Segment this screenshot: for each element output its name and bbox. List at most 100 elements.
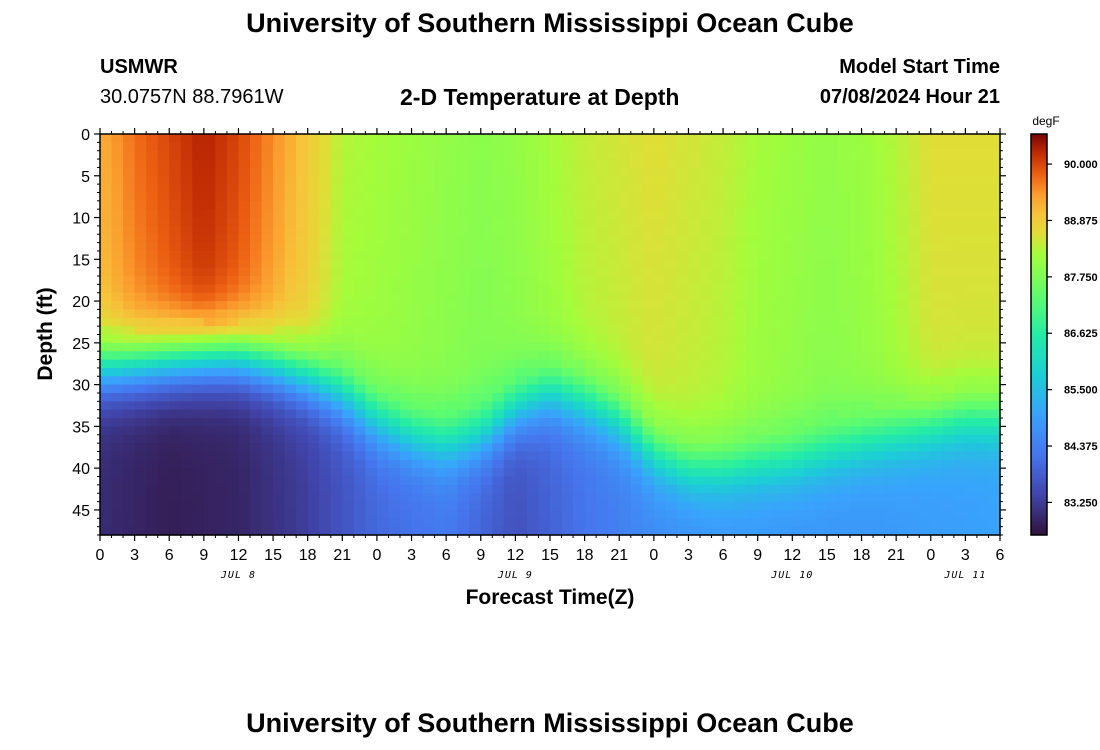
heatmap-cell	[365, 484, 378, 494]
heatmap-cell	[434, 292, 447, 302]
heatmap-cell	[988, 267, 1001, 277]
heatmap-cell	[630, 134, 643, 143]
heatmap-cell	[526, 518, 540, 528]
heatmap-cell	[965, 200, 978, 210]
heatmap-cell	[434, 451, 447, 461]
heatmap-cell	[111, 434, 124, 444]
heatmap-cell	[157, 242, 170, 252]
heatmap-cell	[134, 200, 147, 210]
heatmap-cell	[619, 175, 632, 185]
heatmap-cell	[503, 292, 516, 302]
heatmap-cell	[607, 484, 620, 494]
heatmap-cell	[550, 301, 563, 311]
heatmap-cell	[965, 459, 978, 469]
heatmap-cell	[884, 150, 897, 160]
heatmap-cell	[134, 317, 147, 327]
heatmap-cell	[284, 401, 297, 411]
heatmap-cell	[711, 175, 724, 185]
heatmap-cell	[919, 392, 932, 402]
heatmap-cell	[480, 234, 493, 244]
heatmap-cell	[469, 459, 482, 469]
heatmap-cell	[573, 175, 586, 185]
heatmap-cell	[307, 184, 320, 194]
heatmap-cell	[238, 142, 251, 152]
heatmap-cell	[203, 284, 216, 294]
heatmap-cell	[388, 225, 401, 235]
heatmap-cell	[780, 259, 793, 269]
heatmap-cell	[273, 359, 286, 369]
heatmap-cell	[446, 309, 459, 319]
heatmap-cell	[688, 401, 701, 411]
heatmap-cell	[930, 192, 943, 202]
y-tick-label: 35	[72, 419, 90, 436]
heatmap-cell	[838, 359, 851, 369]
heatmap-cell	[596, 234, 609, 244]
heatmap-cell	[642, 192, 655, 202]
heatmap-cell	[226, 259, 240, 269]
heatmap-cell	[826, 142, 840, 152]
heatmap-cell	[376, 334, 390, 344]
heatmap-cell	[457, 468, 470, 478]
heatmap-cell	[550, 184, 563, 194]
heatmap-cell	[757, 434, 770, 444]
heatmap-cell	[469, 501, 482, 511]
heatmap-cell	[676, 209, 690, 219]
heatmap-cell	[746, 150, 759, 160]
heatmap-cell	[907, 134, 920, 143]
heatmap-cell	[342, 409, 355, 419]
heatmap-cell	[803, 409, 816, 419]
heatmap-cell	[803, 401, 816, 411]
heatmap-cell	[353, 451, 366, 461]
heatmap-cell	[607, 184, 620, 194]
heatmap-cell	[826, 526, 840, 536]
heatmap-cell	[111, 292, 124, 302]
heatmap-cell	[700, 426, 713, 436]
heatmap-cell	[942, 167, 955, 177]
heatmap-cell	[307, 234, 320, 244]
heatmap-cell	[942, 292, 955, 302]
heatmap-cell	[803, 292, 816, 302]
heatmap-cell	[215, 459, 228, 469]
heatmap-cell	[273, 493, 286, 503]
heatmap-cell	[769, 426, 782, 436]
heatmap-cell	[561, 167, 574, 177]
heatmap-cell	[561, 451, 574, 461]
heatmap-cell	[884, 175, 897, 185]
heatmap-cell	[180, 292, 193, 302]
heatmap-cell	[780, 342, 793, 352]
heatmap-cell	[123, 234, 136, 244]
heatmap-cell	[319, 367, 332, 377]
heatmap-cell	[157, 384, 170, 394]
heatmap-cell	[723, 426, 736, 436]
heatmap-cell	[919, 309, 932, 319]
heatmap-cell	[930, 309, 943, 319]
heatmap-cell	[965, 418, 978, 427]
heatmap-cell	[353, 250, 366, 260]
heatmap-cell	[665, 451, 678, 461]
heatmap-cell	[376, 292, 390, 302]
heatmap-cell	[146, 242, 159, 252]
heatmap-cell	[826, 376, 840, 386]
heatmap-cell	[526, 259, 540, 269]
heatmap-cell	[192, 334, 205, 344]
heatmap-cell	[896, 501, 909, 511]
heatmap-cell	[215, 476, 228, 486]
heatmap-cell	[907, 267, 920, 277]
heatmap-cell	[607, 476, 620, 486]
heatmap-cell	[803, 484, 816, 494]
heatmap-cell	[573, 217, 586, 227]
heatmap-cell	[665, 267, 678, 277]
heatmap-cell	[342, 509, 355, 519]
heatmap-cell	[388, 309, 401, 319]
heatmap-cell	[550, 367, 563, 377]
heatmap-cell	[942, 192, 955, 202]
heatmap-cell	[561, 334, 574, 344]
heatmap-cell	[411, 234, 424, 244]
heatmap-cell	[296, 401, 309, 411]
heatmap-cell	[861, 426, 874, 436]
heatmap-cell	[607, 234, 620, 244]
heatmap-cell	[792, 468, 805, 478]
heatmap-cell	[919, 184, 932, 194]
heatmap-cell	[273, 142, 286, 152]
heatmap-cell	[238, 250, 251, 260]
